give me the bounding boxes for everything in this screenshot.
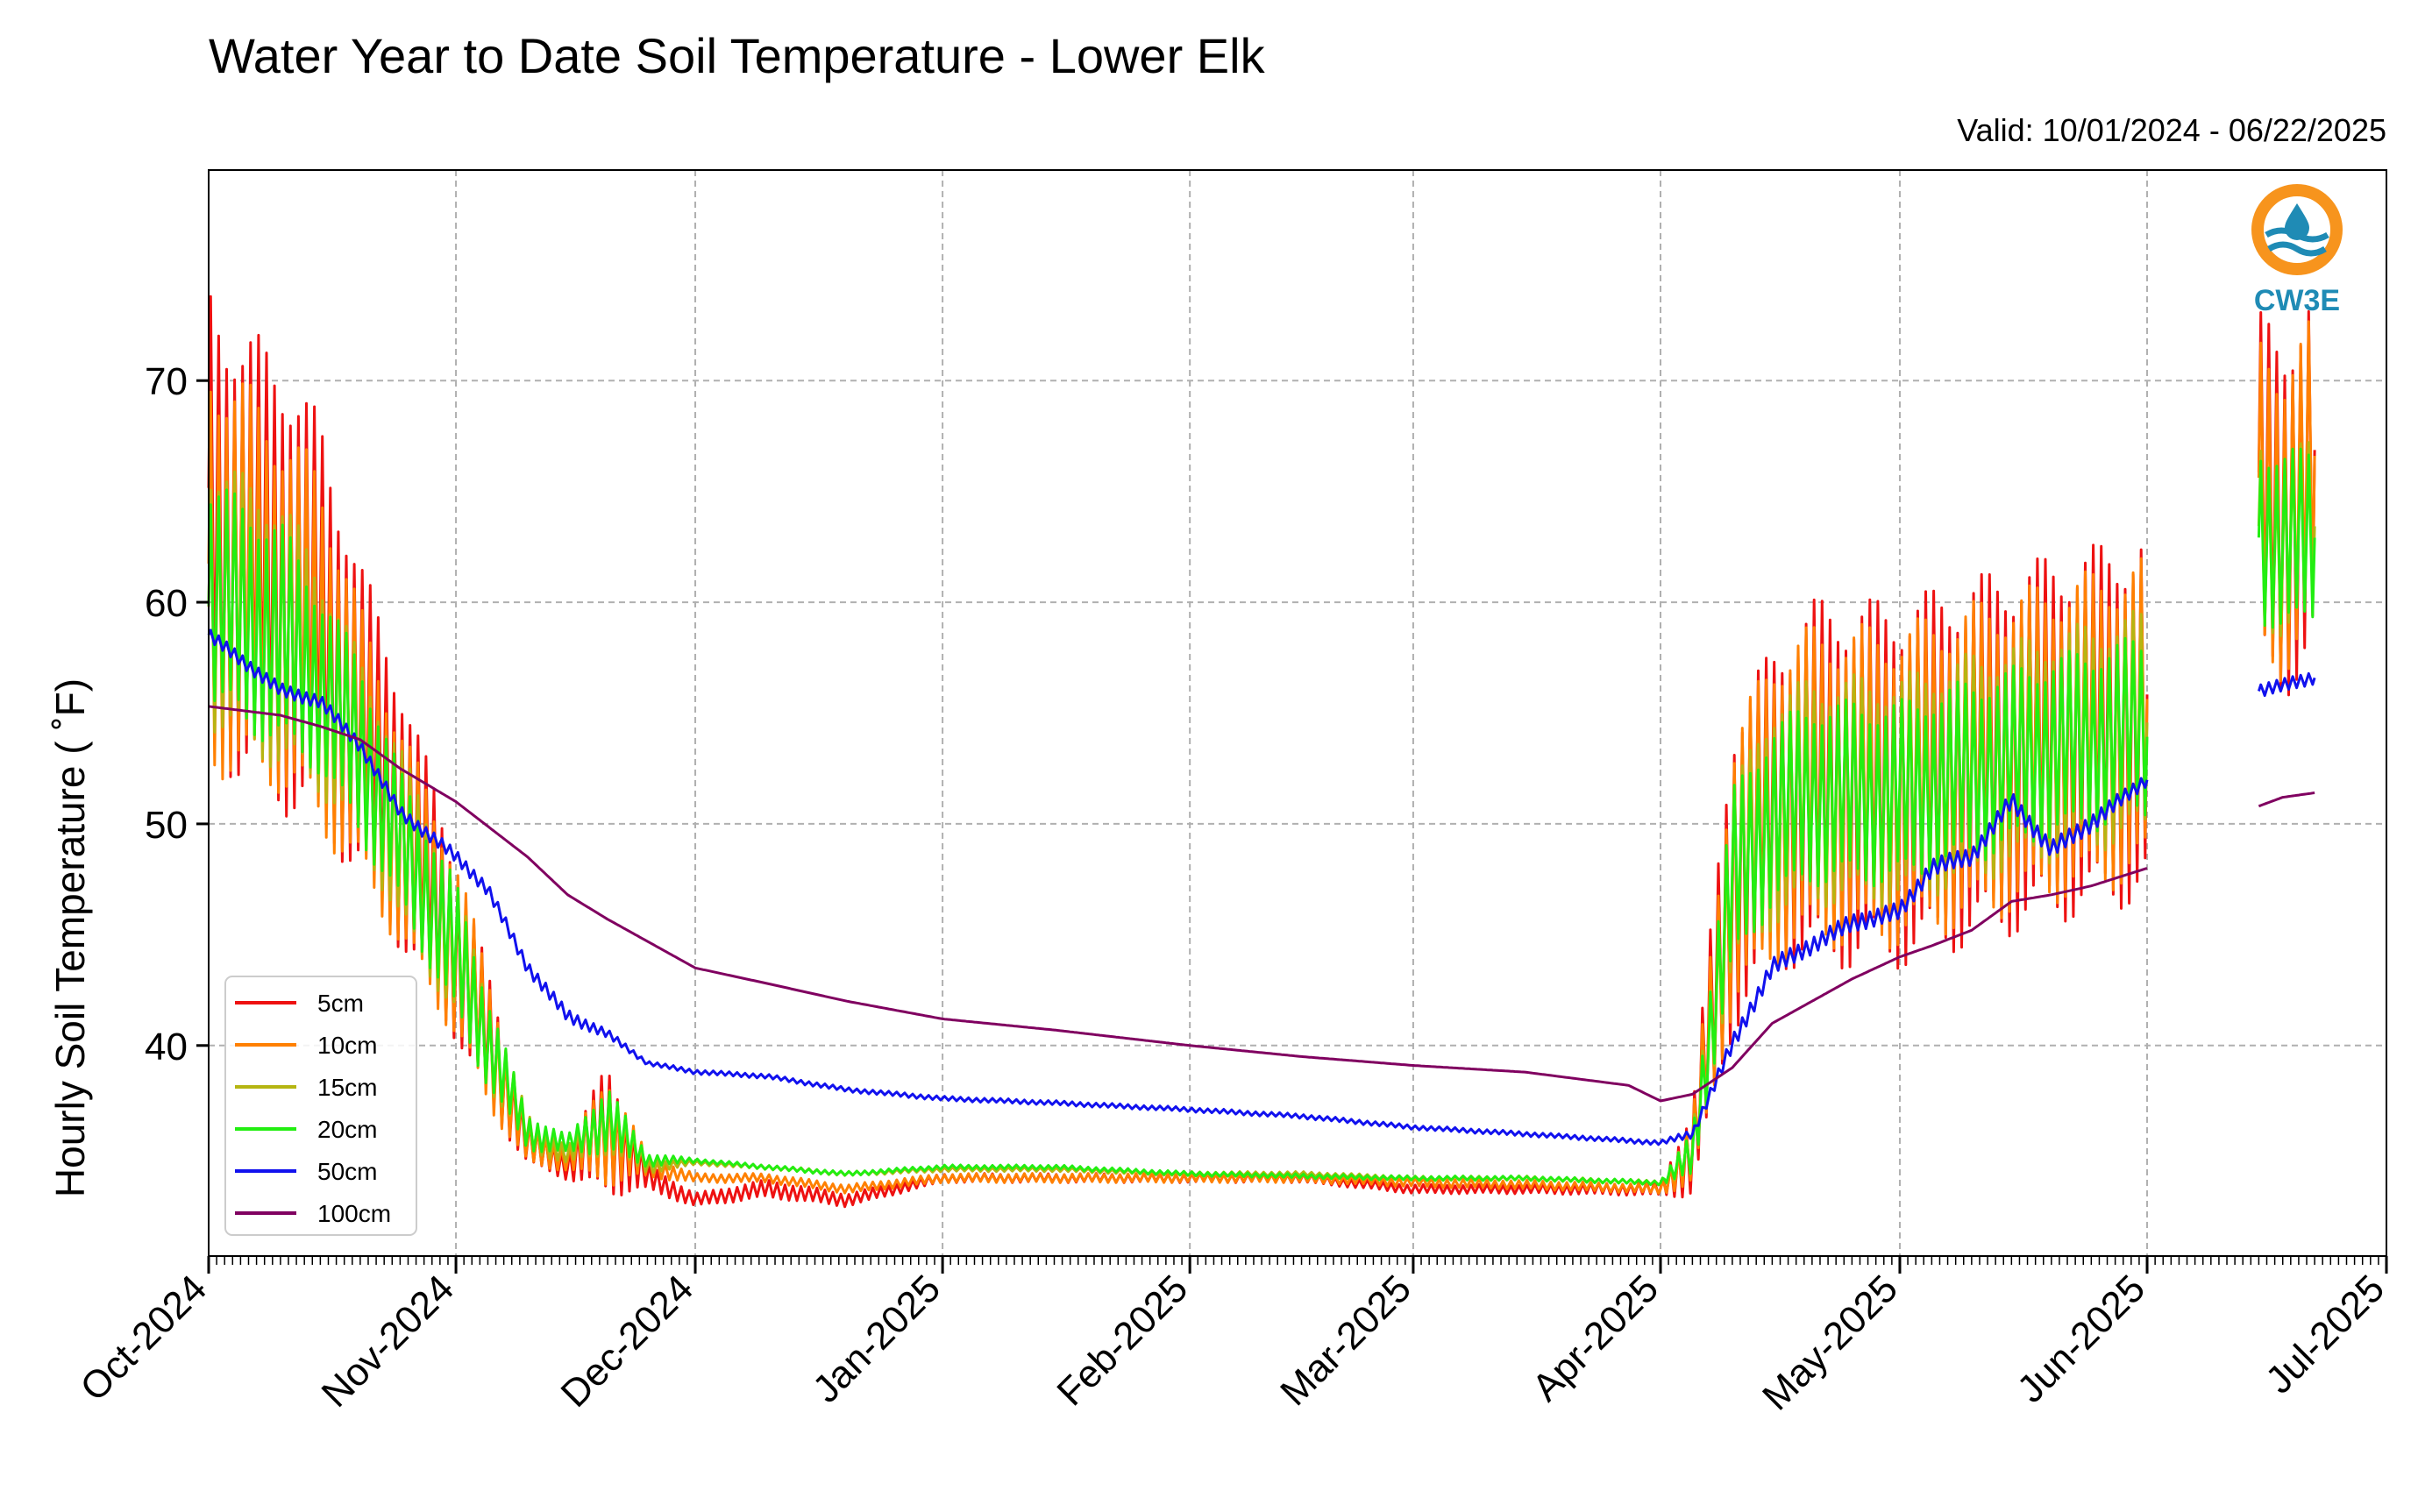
x-tick-label: Jan-2025 [805,1267,949,1410]
series-20cm [207,447,2316,1187]
x-tick-label: Nov-2024 [314,1267,463,1416]
x-tick-label: Mar-2025 [1272,1267,1419,1414]
x-tick-label: Apr-2025 [1524,1267,1667,1409]
legend-label: 20cm [317,1116,377,1143]
legend-label: 50cm [317,1158,377,1185]
logo-ring [2251,184,2343,275]
x-tick-label: May-2025 [1754,1267,1906,1418]
series-line [207,488,2149,1187]
logo-text: CW3E [2254,284,2340,317]
x-tick-label: Dec-2024 [553,1267,702,1416]
series-line [2258,791,2315,808]
x-tick-label: Jun-2025 [2009,1267,2153,1410]
y-axis-label: Hourly Soil Temperature ( ˚F) [47,678,93,1197]
cw3e-logo: CW3E [2251,184,2343,317]
legend-label: 15cm [317,1074,377,1101]
plot-area [207,295,2316,1209]
series-line [208,705,2148,1103]
series-line [207,628,2149,1146]
legend-label: 5cm [317,990,364,1017]
chart-title: Water Year to Date Soil Temperature - Lo… [209,28,1266,83]
y-tick-label: 50 [145,804,188,847]
legend-label: 100cm [317,1200,391,1227]
series-100cm [208,705,2315,1103]
y-tick-label: 60 [145,582,188,625]
chart-subtitle: Valid: 10/01/2024 - 06/22/2025 [1957,112,2386,148]
logo-drop-icon [2285,203,2309,240]
y-tick-label: 70 [145,360,188,403]
plot-frame [208,169,2387,1257]
logo-wave-icon [2267,241,2327,257]
x-tick-label: Jul-2025 [2258,1267,2393,1402]
series-line [2257,671,2316,698]
y-tick-label: 40 [145,1026,188,1068]
x-tick-label: Oct-2024 [72,1267,215,1409]
legend: 5cm 10cm 15cm 20cm 50cm 100cm [224,976,417,1236]
legend-label: 10cm [317,1032,377,1059]
series-line [2257,447,2316,629]
series-50cm [207,628,2316,1146]
x-tick-label: Feb-2025 [1049,1267,1196,1414]
